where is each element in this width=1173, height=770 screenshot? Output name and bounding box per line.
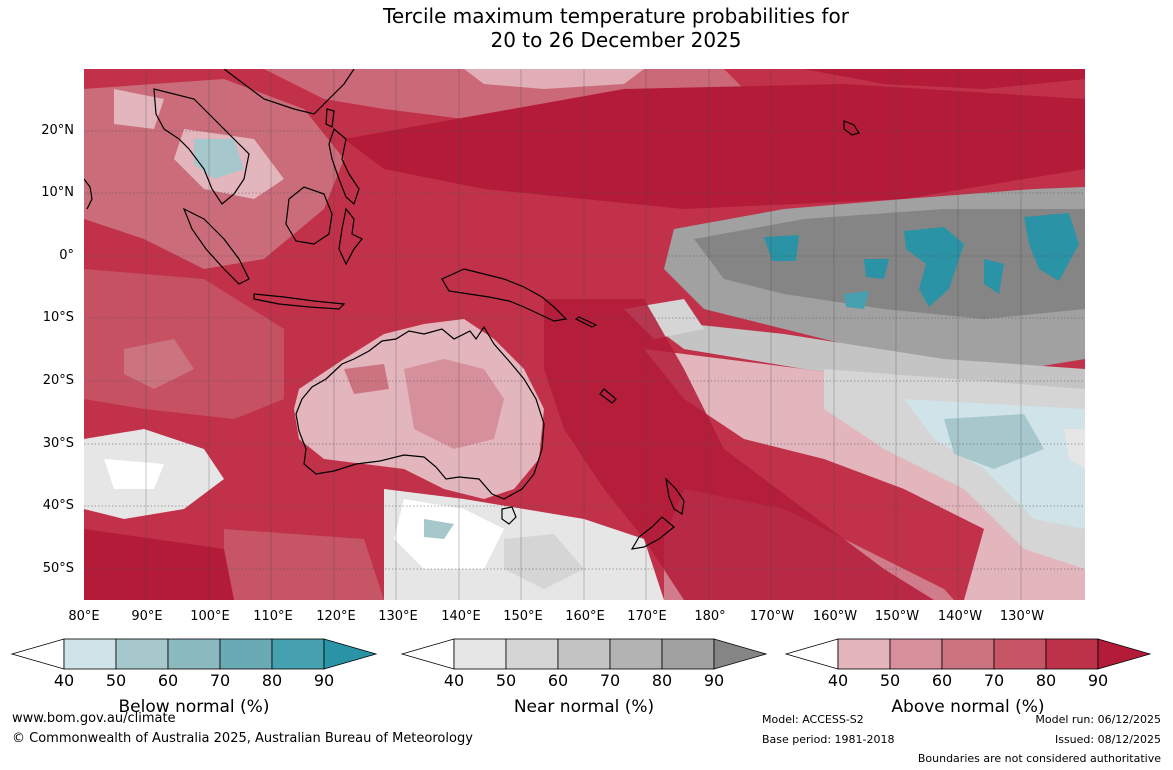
- legend-below-tick: 70: [209, 671, 231, 690]
- copyright-text: © Commonwealth of Australia 2025, Austra…: [12, 731, 473, 746]
- lat-label-10s: 10°S: [42, 310, 74, 325]
- legend-below-normal: 40 50 60 70 80 90 Below normal (%): [10, 638, 378, 728]
- legend-above-title: Above normal (%): [891, 697, 1045, 717]
- lon-label-90e: 90°E: [131, 609, 163, 624]
- lon-label-170e: 170°E: [627, 609, 667, 624]
- legend-below-tick: 90: [313, 671, 335, 690]
- lat-label-20s: 20°S: [42, 373, 74, 388]
- lon-label-160w: 160°W: [812, 609, 858, 624]
- legend-above-tick: 40: [827, 671, 849, 690]
- legend-near-normal: 40 50 60 70 80 90 Near normal (%): [400, 638, 768, 728]
- legend-below-tick: 60: [157, 671, 179, 690]
- website-link[interactable]: www.bom.gov.au/climate: [12, 711, 176, 726]
- probability-map: [84, 69, 1085, 600]
- legend-above-normal: 40 50 60 70 80 90 Above normal (%): [784, 638, 1152, 728]
- legend-above-tick: 60: [931, 671, 953, 690]
- coastlines: [84, 69, 860, 550]
- model-text: Model: ACCESS-S2: [762, 713, 864, 726]
- disclaimer-text: Boundaries are not considered authoritat…: [917, 752, 1161, 765]
- legend-near-tick: 40: [443, 671, 465, 690]
- model-run-text: Model run: 06/12/2025: [1035, 713, 1161, 726]
- lon-label-110e: 110°E: [253, 609, 293, 624]
- legend-above-colorbar: [784, 638, 1152, 670]
- title-line-2: 20 to 26 December 2025: [490, 28, 742, 52]
- legend-above-tick: 70: [983, 671, 1005, 690]
- lon-label-170w: 170°W: [749, 609, 795, 624]
- lat-label-10n: 10°N: [41, 185, 74, 200]
- lat-label-30s: 30°S: [42, 436, 74, 451]
- lon-label-80e: 80°E: [68, 609, 100, 624]
- legend-near-title: Near normal (%): [513, 697, 655, 717]
- legend-below-tick: 80: [261, 671, 283, 690]
- lon-label-100e: 100°E: [190, 609, 230, 624]
- map-title: Tercile maximum temperature probabilitie…: [0, 4, 1173, 52]
- issued-text: Issued: 08/12/2025: [1054, 733, 1161, 746]
- legend-below-colorbar: [10, 638, 378, 670]
- legend-above-tick: 50: [879, 671, 901, 690]
- lon-label-140e: 140°E: [441, 609, 481, 624]
- map-canvas: [84, 69, 1085, 600]
- legend-near-tick: 80: [651, 671, 673, 690]
- legend-near-colorbar: [400, 638, 768, 670]
- lon-label-160e: 160°E: [565, 609, 605, 624]
- legend-above-tick: 90: [1087, 671, 1109, 690]
- lon-label-180: 180°: [694, 609, 726, 624]
- lat-label-50s: 50°S: [42, 561, 74, 576]
- legend-below-tick: 50: [105, 671, 127, 690]
- lon-label-150e: 150°E: [503, 609, 543, 624]
- lat-label-20n: 20°N: [41, 123, 74, 138]
- legend-below-tick: 40: [53, 671, 75, 690]
- legend-near-tick: 50: [495, 671, 517, 690]
- base-period-text: Base period: 1981-2018: [762, 733, 895, 746]
- lat-label-40s: 40°S: [42, 498, 74, 513]
- lon-label-120e: 120°E: [316, 609, 356, 624]
- lon-label-130w: 130°W: [999, 609, 1045, 624]
- lon-label-130e: 130°E: [378, 609, 418, 624]
- lon-label-140w: 140°W: [937, 609, 983, 624]
- title-line-1: Tercile maximum temperature probabilitie…: [383, 4, 849, 28]
- legend-above-tick: 80: [1035, 671, 1057, 690]
- legend-near-tick: 90: [703, 671, 725, 690]
- legend-near-tick: 70: [599, 671, 621, 690]
- lon-label-150w: 150°W: [874, 609, 920, 624]
- lat-label-0: 0°: [59, 248, 74, 263]
- legend-below-title: Below normal (%): [118, 697, 270, 717]
- legend-near-tick: 60: [547, 671, 569, 690]
